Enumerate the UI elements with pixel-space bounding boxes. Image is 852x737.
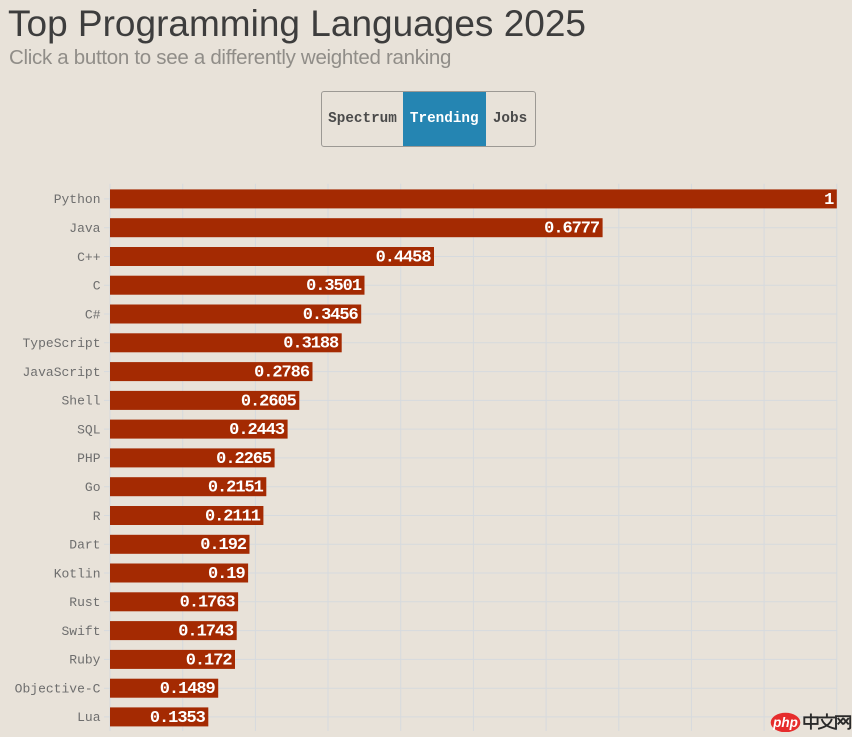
svg-text:Kotlin: Kotlin	[54, 566, 101, 581]
svg-text:Rust: Rust	[69, 595, 100, 610]
svg-text:0.1743: 0.1743	[178, 623, 234, 642]
svg-text:JavaScript: JavaScript	[22, 365, 100, 380]
svg-text:0.172: 0.172	[186, 651, 233, 670]
svg-text:0.3456: 0.3456	[303, 306, 359, 325]
svg-text:PHP: PHP	[77, 451, 101, 466]
svg-text:Java: Java	[69, 221, 100, 236]
svg-text:php: php	[772, 715, 798, 730]
svg-text:0.2111: 0.2111	[205, 507, 261, 526]
svg-text:Python: Python	[54, 192, 101, 207]
svg-text:Go: Go	[85, 480, 101, 495]
svg-text:TypeScript: TypeScript	[22, 336, 100, 351]
svg-text:0.3501: 0.3501	[306, 277, 362, 296]
svg-text:0.1353: 0.1353	[150, 709, 206, 728]
svg-text:0.2151: 0.2151	[208, 479, 264, 498]
svg-text:C#: C#	[85, 307, 101, 322]
svg-text:Objective-C: Objective-C	[15, 682, 101, 697]
svg-text:SQL: SQL	[77, 422, 100, 437]
svg-text:0.2786: 0.2786	[254, 364, 310, 383]
svg-text:0.6777: 0.6777	[544, 220, 600, 239]
svg-text:0.3188: 0.3188	[283, 335, 339, 354]
svg-text:Ruby: Ruby	[69, 653, 100, 668]
svg-text:0.1489: 0.1489	[160, 680, 216, 699]
svg-text:0.2443: 0.2443	[229, 421, 285, 440]
svg-text:Lua: Lua	[77, 710, 101, 725]
svg-text:C: C	[93, 279, 101, 294]
svg-text:Swift: Swift	[61, 624, 100, 639]
svg-text:1: 1	[824, 191, 834, 210]
svg-text:0.1763: 0.1763	[180, 594, 236, 613]
svg-text:Shell: Shell	[61, 394, 100, 409]
svg-text:0.19: 0.19	[208, 565, 245, 584]
svg-text:Dart: Dart	[69, 538, 100, 553]
svg-text:0.192: 0.192	[200, 536, 247, 555]
svg-text:0.2605: 0.2605	[241, 392, 297, 411]
svg-text:C++: C++	[77, 250, 101, 265]
svg-text:0.4458: 0.4458	[376, 248, 432, 267]
svg-text:R: R	[93, 509, 101, 524]
svg-text:0.2265: 0.2265	[216, 450, 272, 469]
